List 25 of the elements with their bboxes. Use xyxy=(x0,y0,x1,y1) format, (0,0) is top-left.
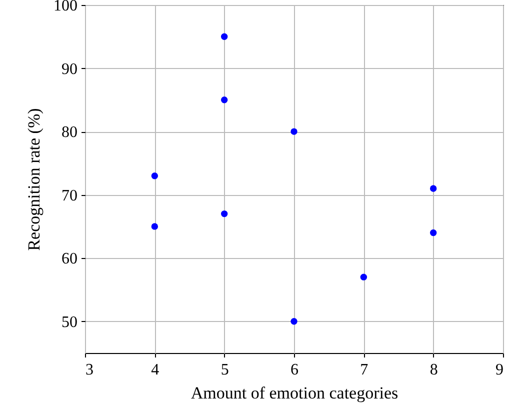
y-tick-label: 90 xyxy=(62,60,78,78)
point xyxy=(220,210,228,218)
x-tick-label: 9 xyxy=(496,362,504,378)
y-tick-label: 80 xyxy=(62,124,78,142)
x-tick-label: 7 xyxy=(360,362,368,378)
x-tick-label: 6 xyxy=(290,362,298,378)
x-tick-label: 8 xyxy=(430,362,438,378)
point xyxy=(151,223,158,230)
point xyxy=(360,274,368,280)
x-tick-label: 3 xyxy=(86,362,94,378)
point xyxy=(430,185,437,192)
point xyxy=(290,128,298,135)
y-tick-label: 60 xyxy=(62,250,78,268)
point xyxy=(151,172,158,180)
y-axis-title: Recognition rate (%) xyxy=(24,108,44,251)
y-tick-label: 70 xyxy=(62,187,78,204)
point xyxy=(290,318,298,325)
point xyxy=(220,96,228,104)
y-tick-label: 100 xyxy=(54,0,78,14)
y-tick-label: 50 xyxy=(62,314,78,331)
x-tick-label: 4 xyxy=(151,362,160,378)
x-tick-label: 5 xyxy=(220,362,229,378)
point xyxy=(430,229,437,236)
x-axis-title: Amount of emotion categories xyxy=(190,384,398,402)
point xyxy=(220,33,228,40)
